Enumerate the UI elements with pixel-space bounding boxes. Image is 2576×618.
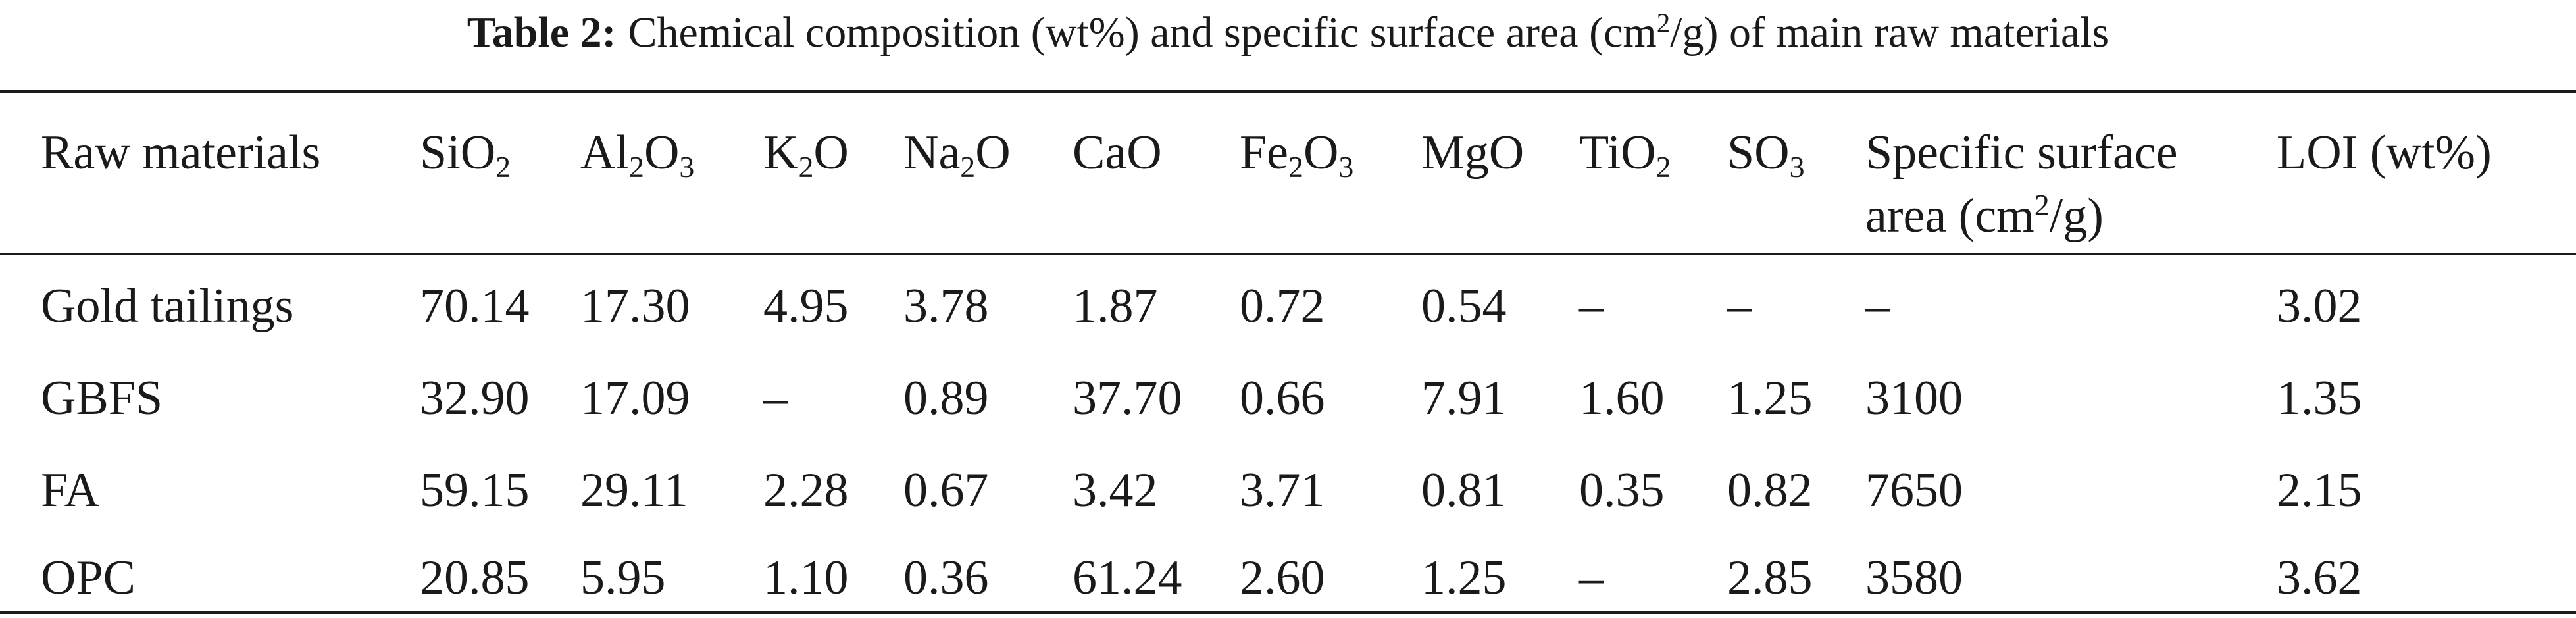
cell-sio2: 59.15 (420, 463, 530, 517)
caption-text-after: /g) of main raw materials (1670, 9, 2109, 57)
cell-mgo: 1.25 (1421, 551, 1507, 605)
cell-sio2: 32.90 (420, 371, 530, 425)
cell-specific-surface-area: 3580 (1865, 551, 1963, 605)
header-fe2o3: Fe2O3 (1240, 126, 1354, 184)
cell-name: Gold tailings (41, 279, 294, 333)
header-sio2: SiO2 (420, 126, 511, 184)
cell-k2o: 2.28 (763, 463, 849, 517)
header-mgo: MgO (1421, 126, 1525, 180)
header-loi: LOI (wt%) (2277, 126, 2492, 180)
cell-tio2: – (1579, 551, 1604, 605)
cell-so3: 0.82 (1727, 463, 1813, 517)
cell-tio2: – (1579, 279, 1604, 333)
cell-na2o: 3.78 (903, 279, 989, 333)
cell-name: OPC (41, 551, 136, 605)
cell-fe2o3: 2.60 (1240, 551, 1325, 605)
cell-fe2o3: 0.66 (1240, 371, 1325, 425)
table-bottom-rule (0, 611, 2576, 614)
cell-cao: 61.24 (1073, 551, 1182, 605)
cell-na2o: 0.67 (903, 463, 989, 517)
table-top-rule (0, 90, 2576, 93)
cell-so3: 2.85 (1727, 551, 1813, 605)
cell-cao: 37.70 (1073, 371, 1182, 425)
cell-name: FA (41, 463, 100, 517)
table-header-rule (0, 253, 2576, 255)
cell-al2o3: 17.30 (580, 279, 690, 333)
cell-tio2: 0.35 (1579, 463, 1665, 517)
cell-sio2: 70.14 (420, 279, 530, 333)
cell-loi: 2.15 (2277, 463, 2362, 517)
cell-mgo: 0.54 (1421, 279, 1507, 333)
cell-loi: 1.35 (2277, 371, 2362, 425)
cell-so3: 1.25 (1727, 371, 1813, 425)
caption-text-before: Chemical composition (wt%) and specific … (628, 9, 1657, 57)
header-specific-surface-area: Specific surface area (cm2/g) (1865, 126, 2178, 243)
cell-k2o: 1.10 (763, 551, 849, 605)
header-cao: CaO (1073, 126, 1162, 180)
cell-loi: 3.62 (2277, 551, 2362, 605)
header-tio2: TiO2 (1579, 126, 1671, 184)
cell-mgo: 0.81 (1421, 463, 1507, 517)
cell-loi: 3.02 (2277, 279, 2362, 333)
table-caption: Table 2: Chemical composition (wt%) and s… (0, 1, 2576, 64)
header-k2o: K2O (763, 126, 849, 184)
cell-cao: 3.42 (1073, 463, 1158, 517)
cell-specific-surface-area: 3100 (1865, 371, 1963, 425)
header-al2o3: Al2O3 (580, 126, 695, 184)
cell-al2o3: 5.95 (580, 551, 666, 605)
table-label: Table 2: (467, 9, 617, 57)
cell-specific-surface-area: – (1865, 279, 1890, 333)
cell-so3: – (1727, 279, 1752, 333)
cell-k2o: – (763, 371, 788, 425)
cell-fe2o3: 0.72 (1240, 279, 1325, 333)
cell-tio2: 1.60 (1579, 371, 1665, 425)
cell-sio2: 20.85 (420, 551, 530, 605)
cell-al2o3: 29.11 (580, 463, 688, 517)
header-raw-materials: Raw materials (41, 126, 321, 180)
cell-fe2o3: 3.71 (1240, 463, 1325, 517)
header-so3: SO3 (1727, 126, 1805, 184)
cell-na2o: 0.89 (903, 371, 989, 425)
cell-specific-surface-area: 7650 (1865, 463, 1963, 517)
cell-na2o: 0.36 (903, 551, 989, 605)
caption-superscript: 2 (1656, 8, 1671, 38)
cell-k2o: 4.95 (763, 279, 849, 333)
cell-al2o3: 17.09 (580, 371, 690, 425)
cell-cao: 1.87 (1073, 279, 1158, 333)
cell-name: GBFS (41, 371, 163, 425)
cell-mgo: 7.91 (1421, 371, 1507, 425)
header-na2o: Na2O (903, 126, 1011, 184)
